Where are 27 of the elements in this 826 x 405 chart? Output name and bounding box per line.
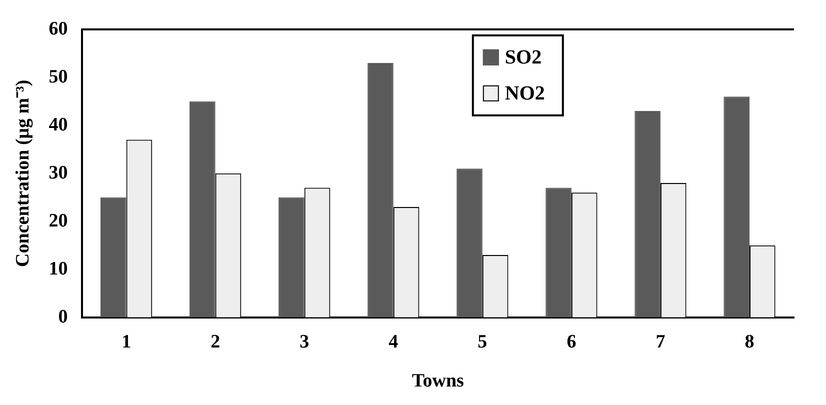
- y-tick-label: 0: [58, 306, 68, 328]
- y-tick-label: 40: [48, 114, 68, 136]
- bar: [368, 63, 394, 318]
- x-tick-label: 1: [122, 332, 132, 353]
- y-tick-label: 60: [48, 18, 68, 40]
- bar: [190, 101, 216, 318]
- x-tick-label: 7: [656, 332, 666, 353]
- x-tick-label: 8: [744, 332, 754, 353]
- legend-label: SO2: [504, 46, 542, 69]
- legend-label: NO2: [504, 82, 545, 105]
- x-tick-label: 6: [566, 332, 576, 353]
- y-tick-label: 10: [48, 258, 68, 280]
- x-tick-label: 5: [478, 332, 488, 353]
- x-axis-title: Towns: [412, 370, 464, 392]
- y-tick-label: 50: [48, 66, 68, 88]
- bar: [278, 197, 304, 318]
- bar: [456, 168, 482, 318]
- x-tick-label: 2: [210, 332, 220, 353]
- x-tick-label: 4: [388, 332, 399, 353]
- y-tick-label: 20: [48, 210, 68, 232]
- bar: [634, 111, 660, 318]
- x-tick-label: 3: [300, 332, 310, 353]
- bar: [546, 188, 572, 318]
- bar: [100, 197, 126, 318]
- y-axis-title: Concentration (μg m⁻³): [12, 80, 34, 267]
- bar: [724, 96, 750, 318]
- y-tick-label: 30: [48, 162, 68, 184]
